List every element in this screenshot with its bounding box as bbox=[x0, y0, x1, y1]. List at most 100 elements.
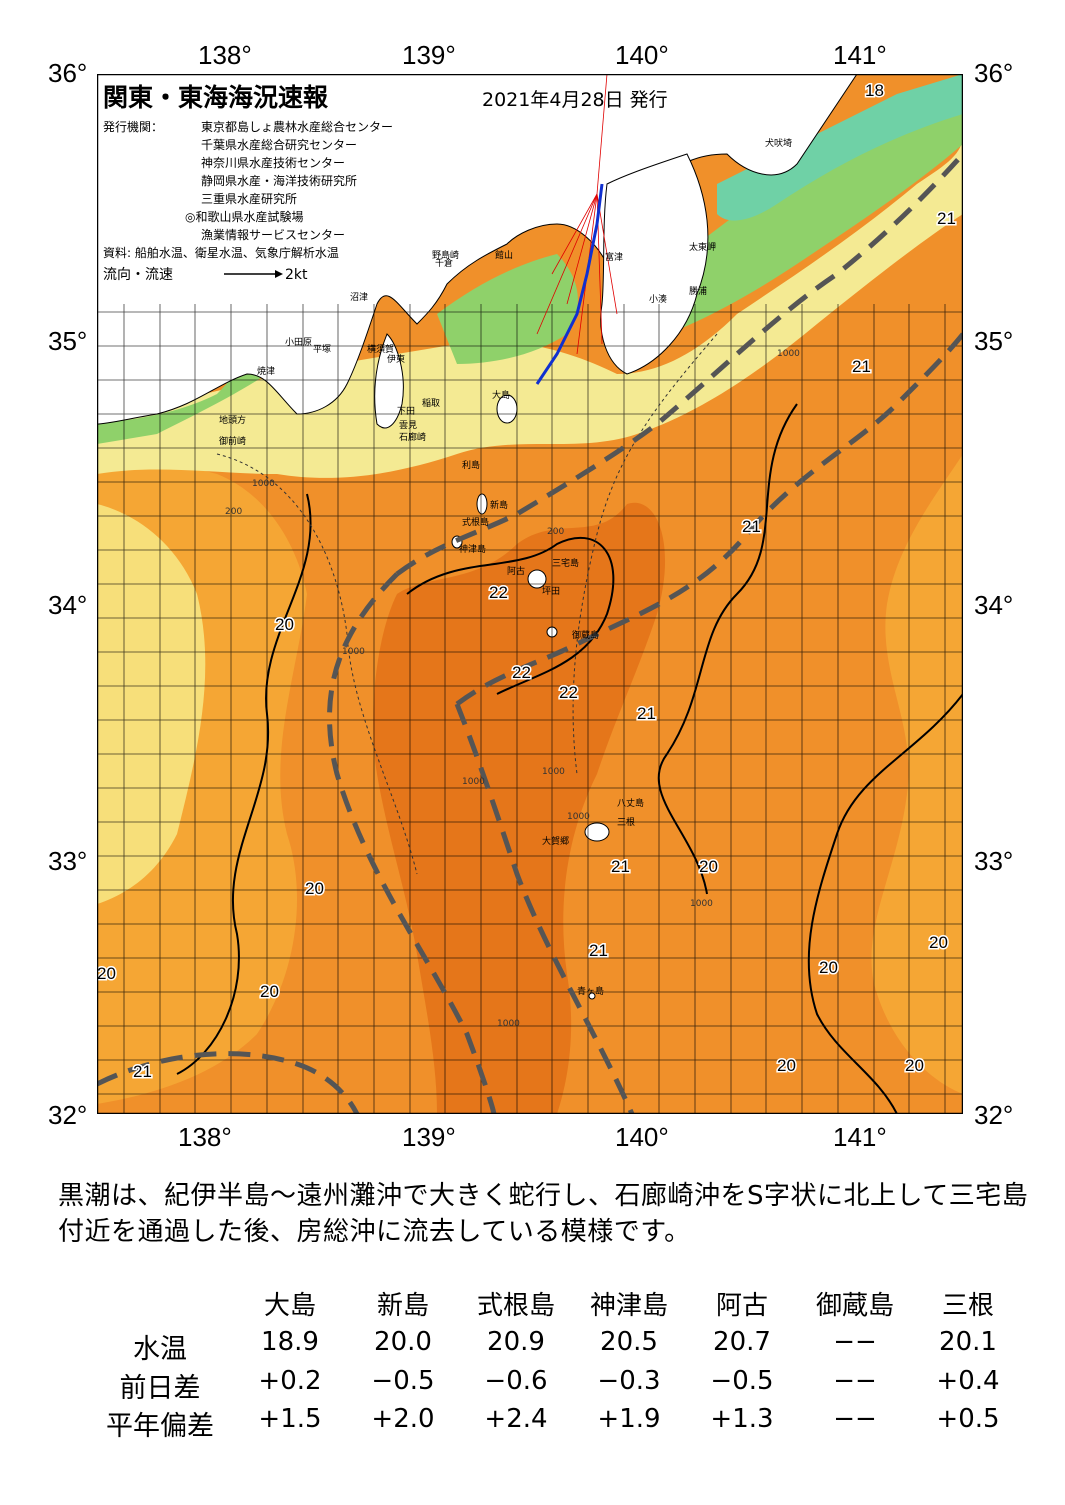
place-name: 新島 bbox=[490, 499, 508, 511]
lat-label-33-left: 33° bbox=[48, 846, 88, 876]
isotherm-label: 20 bbox=[929, 933, 948, 952]
table-cell: −0.5 bbox=[371, 1366, 435, 1396]
island-hachijo bbox=[584, 822, 610, 842]
isotherm-label: 20 bbox=[819, 958, 838, 977]
nearshore-green-sagami bbox=[437, 254, 578, 364]
issue-date: 2021年4月28日 発行 bbox=[482, 89, 668, 111]
issuer-name: 千葉県水産総合研究センター bbox=[201, 137, 357, 152]
island-niijima bbox=[476, 493, 488, 515]
isotherm-label: 21 bbox=[589, 941, 608, 960]
depth-label: 200 bbox=[547, 527, 564, 537]
isotherm-label: 21 bbox=[637, 704, 656, 723]
depth-label: 1000 bbox=[777, 349, 800, 359]
column-mikurajima: 御蔵島 bbox=[815, 1291, 894, 1321]
place-name: 稲取 bbox=[422, 397, 440, 409]
lon-label-139-top: 139° bbox=[402, 40, 456, 70]
place-name: 八丈島 bbox=[617, 797, 644, 809]
table-cell: 20.1 bbox=[939, 1327, 997, 1357]
lat-label-34-right: 34° bbox=[974, 590, 1014, 620]
place-name: 平塚 bbox=[313, 344, 331, 355]
flow-vector bbox=[596, 74, 608, 195]
lon-label-138-top: 138° bbox=[198, 40, 252, 70]
flow-vector bbox=[551, 193, 598, 275]
table-cell: 20.5 bbox=[600, 1327, 658, 1357]
column-mitsune: 三根 bbox=[941, 1291, 994, 1321]
issuer-name: 東京都島しょ農林水産総合センター bbox=[201, 119, 393, 134]
depth-label: 1000 bbox=[690, 899, 713, 909]
depth-contours bbox=[216, 333, 718, 875]
isotherm-labels: 18 21 21 21 20 22 22 22 21 20 21 20 21 20 20 20 20 20 20 21 bbox=[97, 80, 957, 1083]
column-niijima: 新島 bbox=[376, 1291, 429, 1321]
place-name: 青ヶ島 bbox=[577, 985, 604, 997]
lat-label-33-right: 33° bbox=[974, 846, 1014, 876]
column-shikinejima: 式根島 bbox=[476, 1291, 555, 1321]
table-cell: −0.5 bbox=[710, 1366, 774, 1396]
depth-contour-1000-west bbox=[216, 453, 418, 875]
table-cell: +1.5 bbox=[258, 1404, 322, 1434]
issuer-label: 発行機関： bbox=[103, 119, 163, 134]
table-cell: −0.6 bbox=[484, 1366, 548, 1396]
table-row: 平年偏差 +1.5 +2.0 +2.4 +1.9 +1.3 −− +0.5 bbox=[0, 1404, 1065, 1444]
depth-label: 1000 bbox=[462, 777, 485, 787]
table-row: 水温 18.9 20.0 20.9 20.5 20.7 −− 20.1 bbox=[0, 1327, 1065, 1367]
place-name: 野島崎 bbox=[432, 249, 459, 261]
table-cell: −− bbox=[833, 1404, 877, 1434]
table-cell: +1.9 bbox=[597, 1404, 661, 1434]
place-name: 太東岬 bbox=[689, 241, 716, 253]
table-cell: −0.3 bbox=[597, 1366, 661, 1396]
place-name: 館山 bbox=[495, 249, 513, 261]
isotherm-lines bbox=[176, 403, 963, 1114]
place-name: 御蔵島 bbox=[572, 629, 599, 641]
place-name: 沼津 bbox=[350, 292, 368, 303]
warm-core-region bbox=[373, 502, 666, 1114]
place-name: 伊東 bbox=[387, 353, 405, 365]
place-name: 御前崎 bbox=[219, 435, 246, 447]
isotherm-label: 20 bbox=[260, 982, 279, 1001]
depth-label: 1000 bbox=[542, 767, 565, 777]
place-name: 利島 bbox=[462, 459, 480, 471]
kuroshio-summary: 黒潮は、紀伊半島～遠州灘沖で大きく蛇行し、石廊崎沖をS字状に北上して三宅島付近を… bbox=[58, 1181, 1029, 1247]
land-honshu bbox=[97, 74, 963, 425]
lat-label-36-left: 36° bbox=[48, 58, 88, 88]
table-cell: +0.2 bbox=[258, 1366, 322, 1396]
table-cell: −− bbox=[833, 1327, 877, 1357]
place-name: 大賀郷 bbox=[542, 835, 569, 847]
land-boso bbox=[600, 153, 709, 375]
place-name: 焼津 bbox=[257, 366, 275, 377]
column-oshima: 大島 bbox=[263, 1291, 316, 1321]
table-cell: 20.0 bbox=[374, 1327, 432, 1357]
depth-labels: 200 1000 1000 200 1000 1000 1000 1000 1000 1000 bbox=[225, 349, 800, 1029]
lon-label-138-bottom: 138° bbox=[178, 1122, 232, 1152]
isotherm-label: 22 bbox=[489, 583, 508, 602]
table-cell: 18.9 bbox=[261, 1327, 319, 1357]
place-name: 神津島 bbox=[459, 543, 486, 555]
nearshore-green-boso bbox=[617, 114, 963, 344]
kuroshio-axis-north bbox=[395, 152, 963, 577]
place-name: 小田原 bbox=[285, 337, 312, 348]
flow-vector bbox=[536, 193, 598, 335]
place-name: 雲見 bbox=[399, 420, 417, 431]
isotherm-20-west bbox=[176, 493, 312, 1075]
depth-label: 200 bbox=[225, 507, 242, 517]
flow-legend-scale: 2kt bbox=[285, 267, 308, 283]
isotherm-22-core bbox=[406, 536, 615, 695]
issuer-name: 三重県水産研究所 bbox=[201, 191, 297, 206]
isotherm-label: 21 bbox=[611, 857, 630, 876]
place-name: 式根島 bbox=[462, 516, 489, 528]
island-miyake bbox=[527, 569, 547, 589]
flow-legend-arrowhead bbox=[275, 270, 283, 278]
place-name: 坪田 bbox=[542, 586, 560, 597]
place-name: 石廊崎 bbox=[399, 431, 426, 443]
isotherm-20-east bbox=[807, 693, 963, 1114]
row-label: 平年偏差 bbox=[106, 1411, 214, 1442]
isotherm-label: 20 bbox=[699, 857, 718, 876]
lon-label-140-top: 140° bbox=[615, 40, 669, 70]
lon-label-141-bottom: 141° bbox=[833, 1122, 887, 1152]
table-cell: +0.4 bbox=[936, 1366, 1000, 1396]
isotherm-label: 21 bbox=[742, 517, 761, 536]
flow-vector bbox=[566, 193, 598, 305]
place-name: 犬吠埼 bbox=[765, 137, 792, 149]
isotherm-label: 22 bbox=[559, 683, 578, 702]
place-name: 地頭方 bbox=[219, 414, 246, 426]
